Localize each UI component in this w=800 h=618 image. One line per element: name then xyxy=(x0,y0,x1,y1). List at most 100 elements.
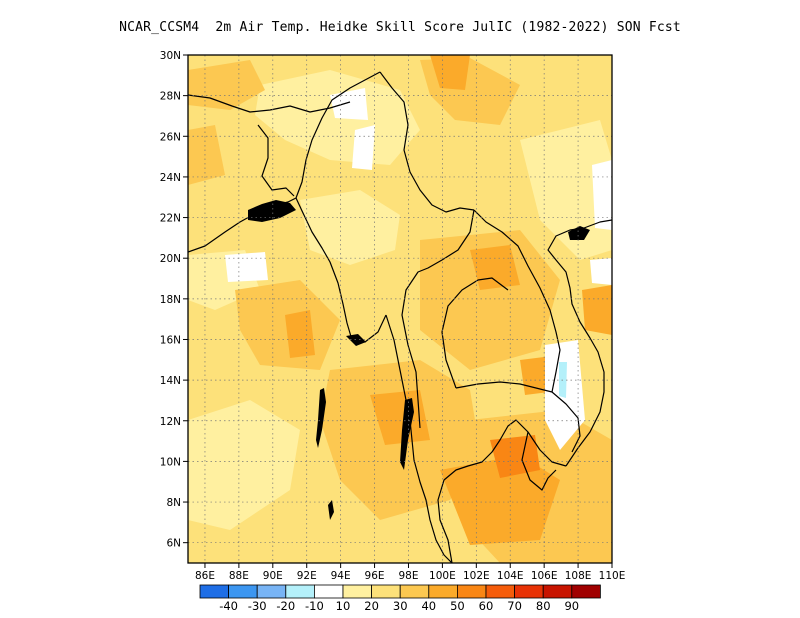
shade-white-west xyxy=(225,252,268,282)
map-title: NCAR_CCSM4 2m Air Temp. Heidke Skill Sco… xyxy=(119,20,681,35)
colorbar-label: -10 xyxy=(305,599,324,613)
lon-tick-label: 96E xyxy=(365,570,385,582)
lat-tick-label: 8N xyxy=(166,497,181,509)
skill-score-field xyxy=(188,55,612,563)
border-cambodia-vietnam xyxy=(551,391,581,453)
colorbar-swatch xyxy=(485,584,516,599)
lat-tick-label: 20N xyxy=(160,253,181,265)
shade-pale-southwest xyxy=(188,400,300,530)
lon-tick-label: 86E xyxy=(195,570,215,582)
lon-tick-label: 110E xyxy=(599,570,626,582)
shade-dark-mid xyxy=(470,245,520,290)
grid-lines xyxy=(188,55,612,563)
shade-orange-mid xyxy=(420,230,560,370)
lon-tick-label: 88E xyxy=(229,570,249,582)
colorbar-swatch xyxy=(542,584,573,599)
colorbar-swatch xyxy=(371,584,401,599)
island-andaman xyxy=(316,388,326,448)
colorbar xyxy=(199,584,601,599)
longitude-ticks: 86E 88E 90E 92E 94E 96E 98E 100E 102E 104E 106E 108… xyxy=(195,563,625,582)
colorbar-swatch xyxy=(285,584,315,599)
lat-tick-label: 6N xyxy=(166,538,181,550)
colorbar-label: -20 xyxy=(276,599,295,613)
shade-white-himalaya xyxy=(352,125,375,170)
colorbar-label: 90 xyxy=(564,599,579,613)
lat-tick-label: 14N xyxy=(160,375,181,387)
colorbar-label: -30 xyxy=(248,599,267,613)
lat-tick-label: 16N xyxy=(160,334,181,346)
shade-orange-westedge xyxy=(188,125,225,185)
shade-white-east xyxy=(592,160,612,230)
shade-dark-east xyxy=(582,285,612,335)
lon-tick-label: 90E xyxy=(263,570,283,582)
lon-tick-label: 106E xyxy=(531,570,558,582)
lat-tick-label: 24N xyxy=(160,172,181,184)
islands xyxy=(248,200,590,520)
lat-tick-label: 26N xyxy=(160,131,181,143)
colorbar-swatch xyxy=(199,584,230,599)
island-nicobar xyxy=(328,500,334,520)
colorbar-label: 20 xyxy=(364,599,379,613)
shade-white-far-east xyxy=(590,258,612,285)
colorbar-label: 70 xyxy=(507,599,522,613)
border-bangladesh xyxy=(257,124,295,197)
shade-deep-gulf xyxy=(490,435,540,478)
border-thai-laos xyxy=(473,209,561,393)
colorbar-label: 80 xyxy=(536,599,551,613)
shade-dark-southcenter xyxy=(370,390,430,445)
colorbar-swatch xyxy=(399,584,430,599)
colorbar-swatch xyxy=(571,584,601,599)
border-laos-thai-mid xyxy=(441,277,509,389)
border-india-myanmar xyxy=(295,71,381,199)
delta-ganges xyxy=(248,200,296,222)
colorbar-swatch xyxy=(256,584,287,599)
lon-tick-label: 104E xyxy=(497,570,524,582)
border-nepal-bhutan xyxy=(188,94,351,113)
shade-pale-center xyxy=(300,190,400,265)
colorbar-label: 30 xyxy=(393,599,408,613)
coast-cambodia-southwest xyxy=(521,431,557,491)
colorbar-swatch xyxy=(428,584,458,599)
island-hainan-coast xyxy=(568,226,590,240)
colorbar-swatch xyxy=(514,584,544,599)
shade-white-north xyxy=(330,88,368,120)
lat-tick-label: 10N xyxy=(160,456,181,468)
lat-tick-label: 18N xyxy=(160,294,181,306)
coast-myanmar-tanintharyi xyxy=(385,314,453,563)
lon-tick-label: 102E xyxy=(463,570,490,582)
lon-tick-label: 92E xyxy=(297,570,317,582)
lat-tick-label: 22N xyxy=(160,213,181,225)
border-thai-cambodia xyxy=(455,381,553,393)
coast-vietnam xyxy=(547,219,612,467)
colorbar-label: 50 xyxy=(450,599,465,613)
map-frame xyxy=(187,54,613,564)
colorbar-swatch xyxy=(228,584,258,599)
colorbar-swatch xyxy=(456,584,487,599)
shade-dark-west xyxy=(285,310,315,358)
shade-dark-south xyxy=(440,455,560,545)
lat-tick-label: 30N xyxy=(160,50,181,62)
coast-gulf-of-thailand xyxy=(437,419,567,563)
delta-irrawaddy xyxy=(346,334,366,346)
lon-tick-label: 108E xyxy=(565,570,592,582)
colorbar-label: 60 xyxy=(479,599,494,613)
lon-tick-label: 100E xyxy=(429,570,456,582)
colorbar-label: 10 xyxy=(336,599,351,613)
lon-tick-label: 94E xyxy=(331,570,351,582)
lat-tick-label: 28N xyxy=(160,91,181,103)
colorbar-labels: -40 -30 -20 -10 10 20 30 40 50 60 70 80 90 xyxy=(219,599,579,613)
coastlines-borders xyxy=(188,71,612,563)
border-myanmar-thailand xyxy=(401,209,475,429)
shade-dark-north xyxy=(430,55,470,90)
shade-pale-east xyxy=(520,120,612,260)
colorbar-swatch xyxy=(342,584,373,599)
latitude-ticks: 6N 8N 10N 12N 14N 16N 18N 20N 22N 24N 26N 28N 30N xyxy=(160,50,188,550)
lat-tick-label: 12N xyxy=(160,416,181,428)
colorbar-label: 40 xyxy=(421,599,436,613)
border-china-myanmar xyxy=(379,71,475,213)
colorbar-label: -40 xyxy=(219,599,238,613)
colorbar-swatch xyxy=(313,584,344,599)
lon-tick-label: 98E xyxy=(398,570,418,582)
